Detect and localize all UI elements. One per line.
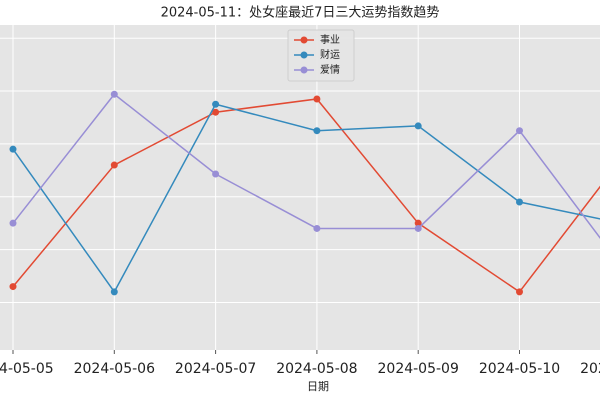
- legend-label: 爱情: [320, 63, 340, 76]
- data-point: [9, 219, 17, 227]
- x-axis-label: 日期: [307, 380, 329, 393]
- x-tick-label: 2024-05-06: [74, 361, 155, 377]
- x-tick-label: 2024-05-05: [0, 361, 54, 377]
- data-point: [414, 122, 422, 130]
- legend-marker: [300, 51, 308, 59]
- x-tick-label: 2024-05-09: [378, 361, 459, 377]
- data-point: [110, 90, 118, 98]
- data-point: [516, 288, 523, 296]
- data-point: [110, 288, 118, 296]
- data-point: [9, 145, 17, 153]
- data-point: [110, 161, 118, 169]
- data-point: [212, 100, 220, 108]
- chart-title: 2024-05-11：处女座最近7日三大运势指数趋势: [161, 5, 440, 21]
- data-point: [516, 198, 523, 206]
- data-point: [516, 127, 523, 135]
- legend-marker: [300, 36, 308, 44]
- x-tick-label: 2024-05-07: [175, 361, 256, 377]
- data-point: [313, 95, 321, 103]
- data-point: [414, 224, 422, 232]
- data-point: [212, 170, 220, 178]
- data-point: [414, 219, 422, 227]
- data-point: [313, 224, 321, 232]
- legend-label: 事业: [320, 33, 340, 46]
- x-tick-label: 2024-05-08: [276, 361, 357, 377]
- data-point: [212, 108, 220, 116]
- x-tick-label: 2024-05-11: [580, 361, 600, 377]
- data-point: [9, 283, 17, 291]
- data-point: [313, 127, 321, 135]
- legend-label: 财运: [320, 48, 340, 61]
- x-tick-label: 2024-05-10: [479, 361, 560, 377]
- legend-marker: [300, 66, 308, 74]
